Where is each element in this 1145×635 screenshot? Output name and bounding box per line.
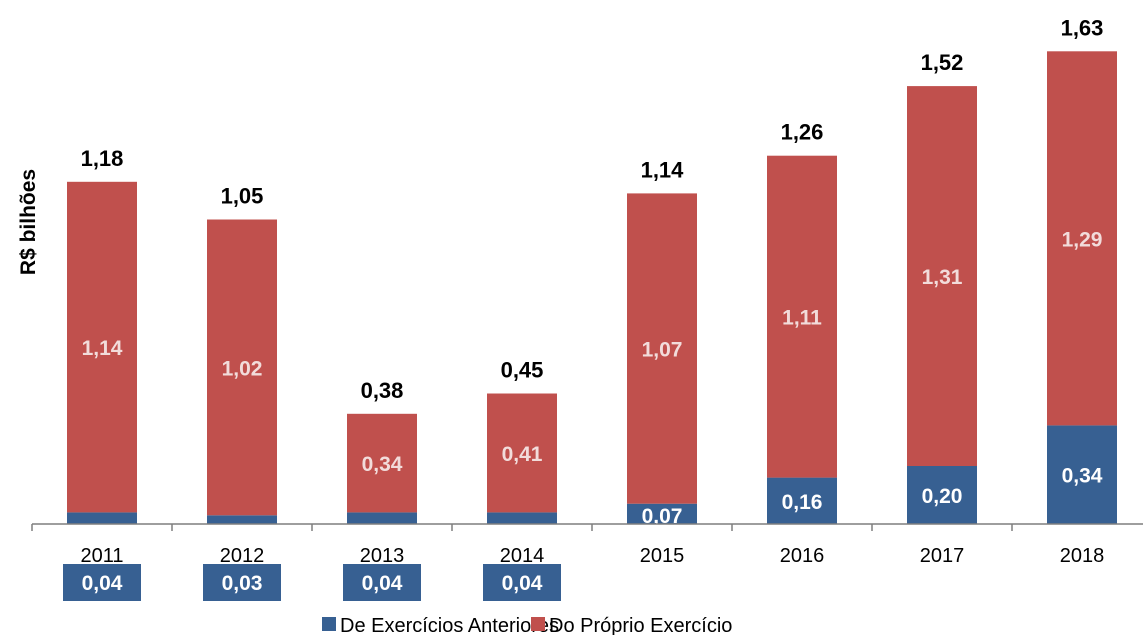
legend-label: De Exercícios Anteriores [340,615,559,635]
data-label-proprio: 1,11 [782,307,822,330]
bar-segment-anteriores [1047,425,1117,524]
x-tick-label: 2017 [920,545,965,567]
bar-segment-proprio [767,155,837,478]
bar-segment-anteriores [487,512,557,524]
bar-segment-proprio [907,86,977,466]
bar-segment-proprio [347,413,417,513]
data-label-anteriores: 0,20 [922,485,963,508]
data-label-proprio: 0,41 [502,443,543,466]
data-label-proprio: 0,34 [362,453,403,476]
total-label: 1,26 [781,120,824,145]
data-label-proprio: 1,02 [222,357,263,380]
x-tick-label: 2012 [220,545,265,567]
data-label-anteriores: 0,07 [642,505,683,528]
bar-segment-anteriores [907,466,977,524]
data-label-box-anteriores [483,564,561,601]
bar-segment-anteriores [207,515,277,524]
bar-segment-anteriores [347,512,417,524]
total-label: 0,38 [361,378,404,403]
data-label-anteriores: 0,04 [502,572,543,595]
bar-segment-proprio [67,181,137,513]
data-label-proprio: 1,07 [642,339,683,362]
data-label-anteriores: 0,04 [362,572,403,595]
bar-segment-anteriores [627,503,697,524]
data-label-anteriores: 0,03 [222,572,263,595]
x-axis-ticks: 2011 2012 2013 2014 2015 2016 2017 2018 [31,524,1105,567]
legend-label: Do Próprio Exercício [549,615,732,635]
total-label: 0,45 [501,358,544,383]
total-label: 1,14 [641,157,685,182]
data-label-anteriores: 0,34 [1062,465,1103,488]
y-axis-title: R$ bilhões [17,169,40,275]
legend-swatch [531,617,545,631]
bar-segment-proprio [487,393,557,513]
total-label: 1,52 [921,50,964,75]
labels-group: 1,14 0,04 1,18 1,02 0,03 1,05 0,34 0,04 0,38 0,41… [63,15,1103,601]
data-label-anteriores: 0,04 [82,572,123,595]
x-tick-label: 2014 [500,545,545,567]
data-label-proprio: 1,29 [1062,228,1103,251]
x-tick-label: 2011 [80,545,123,567]
total-label: 1,63 [1061,15,1104,40]
x-tick-label: 2018 [1060,545,1105,567]
x-tick-label: 2015 [640,545,685,567]
data-label-anteriores: 0,16 [782,491,823,514]
x-tick-label: 2013 [360,545,405,567]
bar-segment-proprio [1047,51,1117,426]
total-label: 1,05 [221,184,264,209]
data-label-box-anteriores [203,564,281,601]
legend-swatch [322,617,336,631]
total-label: 1,18 [81,146,124,171]
bar-segment-anteriores [67,512,137,524]
data-label-box-anteriores [63,564,141,601]
data-label-proprio: 1,14 [82,337,123,360]
data-label-box-anteriores [343,564,421,601]
bar-segment-proprio [207,219,277,516]
bar-segment-proprio [627,193,697,504]
bars-group [67,51,1117,524]
x-tick-label: 2016 [780,545,825,567]
data-label-proprio: 1,31 [922,266,963,289]
bar-segment-anteriores [767,477,837,524]
